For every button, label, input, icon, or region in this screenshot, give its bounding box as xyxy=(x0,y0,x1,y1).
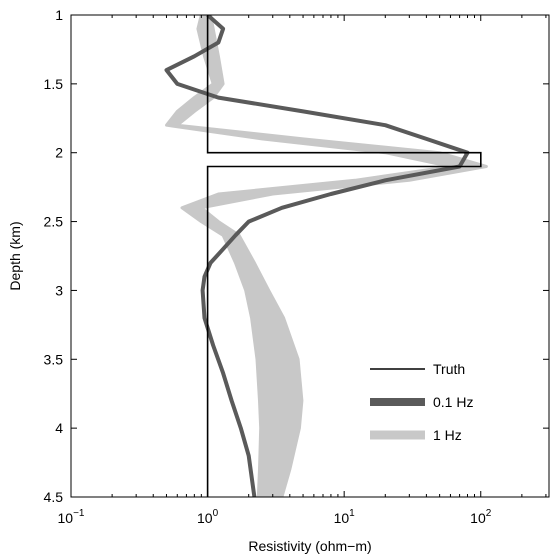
y-tick-label: 3 xyxy=(55,282,63,298)
legend: Truth 0.1 Hz 1 Hz xyxy=(370,361,473,443)
y-tick-label: 2.5 xyxy=(44,214,64,230)
x-axis-title: Resistivity (ohm−m) xyxy=(248,538,371,554)
x-tick-label: 10−1 xyxy=(58,508,85,526)
y-axis-title: Depth (km) xyxy=(7,221,23,290)
series-truth xyxy=(206,15,482,497)
ticks-layer: 10−1 100 101 102 1 1.5 2 2.5 3 3.5 4 4.5 xyxy=(44,7,549,526)
legend-label-truth: Truth xyxy=(433,361,465,377)
plot-frame xyxy=(70,14,550,498)
legend-label-1-hz: 1 Hz xyxy=(433,427,462,443)
y-tick-label: 1 xyxy=(55,7,63,23)
y-tick-label: 4 xyxy=(55,420,63,436)
y-tick-label: 2 xyxy=(55,145,63,161)
y-tick-label: 3.5 xyxy=(44,351,64,367)
x-tick-label: 101 xyxy=(334,508,356,526)
y-tick-label: 1.5 xyxy=(44,76,64,92)
x-tick-label: 102 xyxy=(470,508,492,526)
y-tick-label: 4.5 xyxy=(44,489,64,505)
legend-label-0-1-hz: 0.1 Hz xyxy=(433,394,473,410)
series-0-1-hz xyxy=(164,15,470,497)
series-layer xyxy=(164,15,488,497)
series-1-hz xyxy=(165,15,488,497)
x-tick-label: 100 xyxy=(197,508,219,526)
